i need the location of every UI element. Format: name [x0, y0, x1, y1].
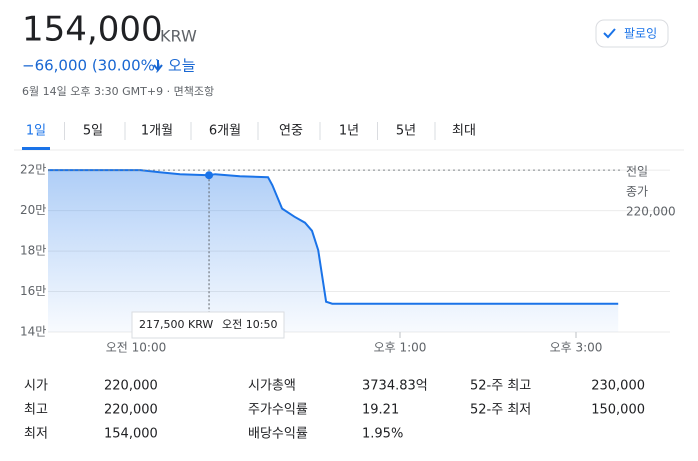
stat-label: 52-주 최저 [470, 403, 531, 418]
stat-value: 154,000 [104, 427, 158, 442]
stat-label: 최고 [24, 403, 48, 418]
stat-label: 주가수익률 [248, 403, 308, 418]
tab[interactable]: 6개월 [209, 124, 241, 139]
currency: KRW [160, 27, 197, 46]
stat-label: 시가 [24, 379, 48, 394]
y-tick-label: 14만 [20, 325, 46, 339]
y-tick-label: 20만 [20, 203, 46, 217]
stat-value: 1.95% [362, 427, 403, 442]
follow-button[interactable]: 팔로잉 [595, 19, 669, 48]
hover-point [205, 171, 214, 180]
stat-label: 시가총액 [248, 379, 296, 394]
tab[interactable]: 1개월 [141, 124, 173, 139]
stat-value: 150,000 [591, 403, 645, 418]
prev-close-label: 전일 [626, 165, 648, 179]
tooltip-value: 217,500 KRW [139, 318, 213, 331]
tabs: 1일 5일 1개월 6개월 연중 1년 5년 최대 [22, 122, 476, 150]
prev-close-value: 220,000 [626, 205, 676, 219]
tooltip-box [131, 311, 285, 339]
y-tick-label: 18만 [20, 244, 46, 258]
y-tick-label: 22만 [20, 163, 46, 177]
stats: 시가 220,000 최고 220,000 최저 154,000 시가총액 3734.83억주… [24, 379, 645, 442]
tab[interactable]: 1년 [339, 124, 359, 139]
stat-label: 배당수익률 [248, 427, 308, 442]
tab[interactable]: 최대 [452, 124, 476, 139]
tooltip-time: 오전 10:50 [222, 318, 277, 331]
area-fill [48, 170, 619, 332]
x-tick-label: 오전 10:00 [106, 341, 166, 355]
y-tick-label: 16만 [20, 284, 46, 298]
x-tick-label: 오후 1:00 [374, 341, 427, 355]
follow-label[interactable]: 팔로잉 [624, 27, 657, 41]
change-period: 오늘 [168, 57, 196, 75]
check-icon [603, 28, 616, 39]
stat-value: 19.21 [362, 403, 399, 418]
stat-value: 220,000 [104, 379, 158, 394]
down-arrow-icon [153, 60, 163, 72]
tab[interactable]: 5년 [396, 124, 416, 139]
price-line [48, 169, 619, 305]
active-tab-indicator [22, 147, 50, 150]
prev-close-label: 종가 [626, 185, 648, 199]
timestamp[interactable]: 6월 14일 오후 3:30 GMT+9 · 면책조항 [22, 84, 214, 98]
stat-value: 230,000 [591, 379, 645, 394]
x-tick-label: 오후 3:00 [550, 341, 603, 355]
stat-value: 220,000 [104, 403, 158, 418]
tab[interactable]: 연중 [279, 124, 303, 139]
price-change: −66,000 (30.00%) [22, 57, 161, 75]
stat-value: 3734.83억 [362, 379, 428, 394]
tab[interactable]: 5일 [83, 124, 103, 139]
price: 154,000 [22, 10, 163, 50]
stat-label: 52-주 최고 [470, 379, 531, 394]
follow-button-frame[interactable] [595, 19, 669, 48]
tab[interactable]: 1일 [26, 124, 46, 139]
stat-label: 최저 [24, 427, 48, 442]
